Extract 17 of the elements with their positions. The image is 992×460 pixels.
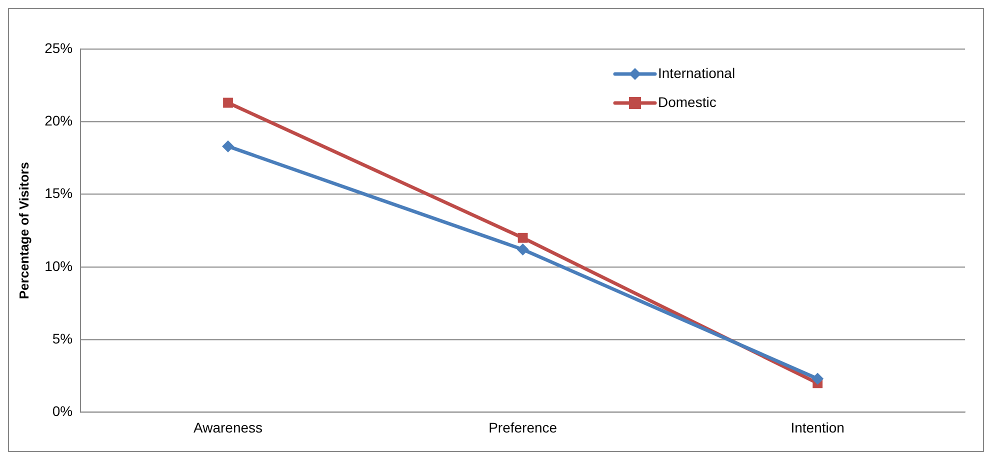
point — [516, 243, 529, 256]
y-tick-label: 15% — [44, 185, 73, 202]
legend-label: Domestic — [658, 94, 716, 110]
y-tick-label: 25% — [44, 40, 73, 56]
x-tick-label: Awareness — [194, 419, 263, 436]
point — [518, 232, 528, 243]
y-tick-label: 10% — [44, 258, 73, 274]
y-tick-label: 20% — [44, 112, 73, 128]
y-tick-label: 0% — [52, 403, 73, 420]
point — [222, 140, 234, 152]
legend-label: International — [658, 64, 736, 81]
point — [812, 372, 824, 385]
x-tick-label: Preference — [488, 419, 558, 436]
x-tick-label: Intention — [790, 419, 844, 436]
y-axis-title: Percentage of Visitors — [16, 162, 32, 300]
point — [223, 98, 233, 108]
y-tick-label: 5% — [52, 330, 73, 346]
